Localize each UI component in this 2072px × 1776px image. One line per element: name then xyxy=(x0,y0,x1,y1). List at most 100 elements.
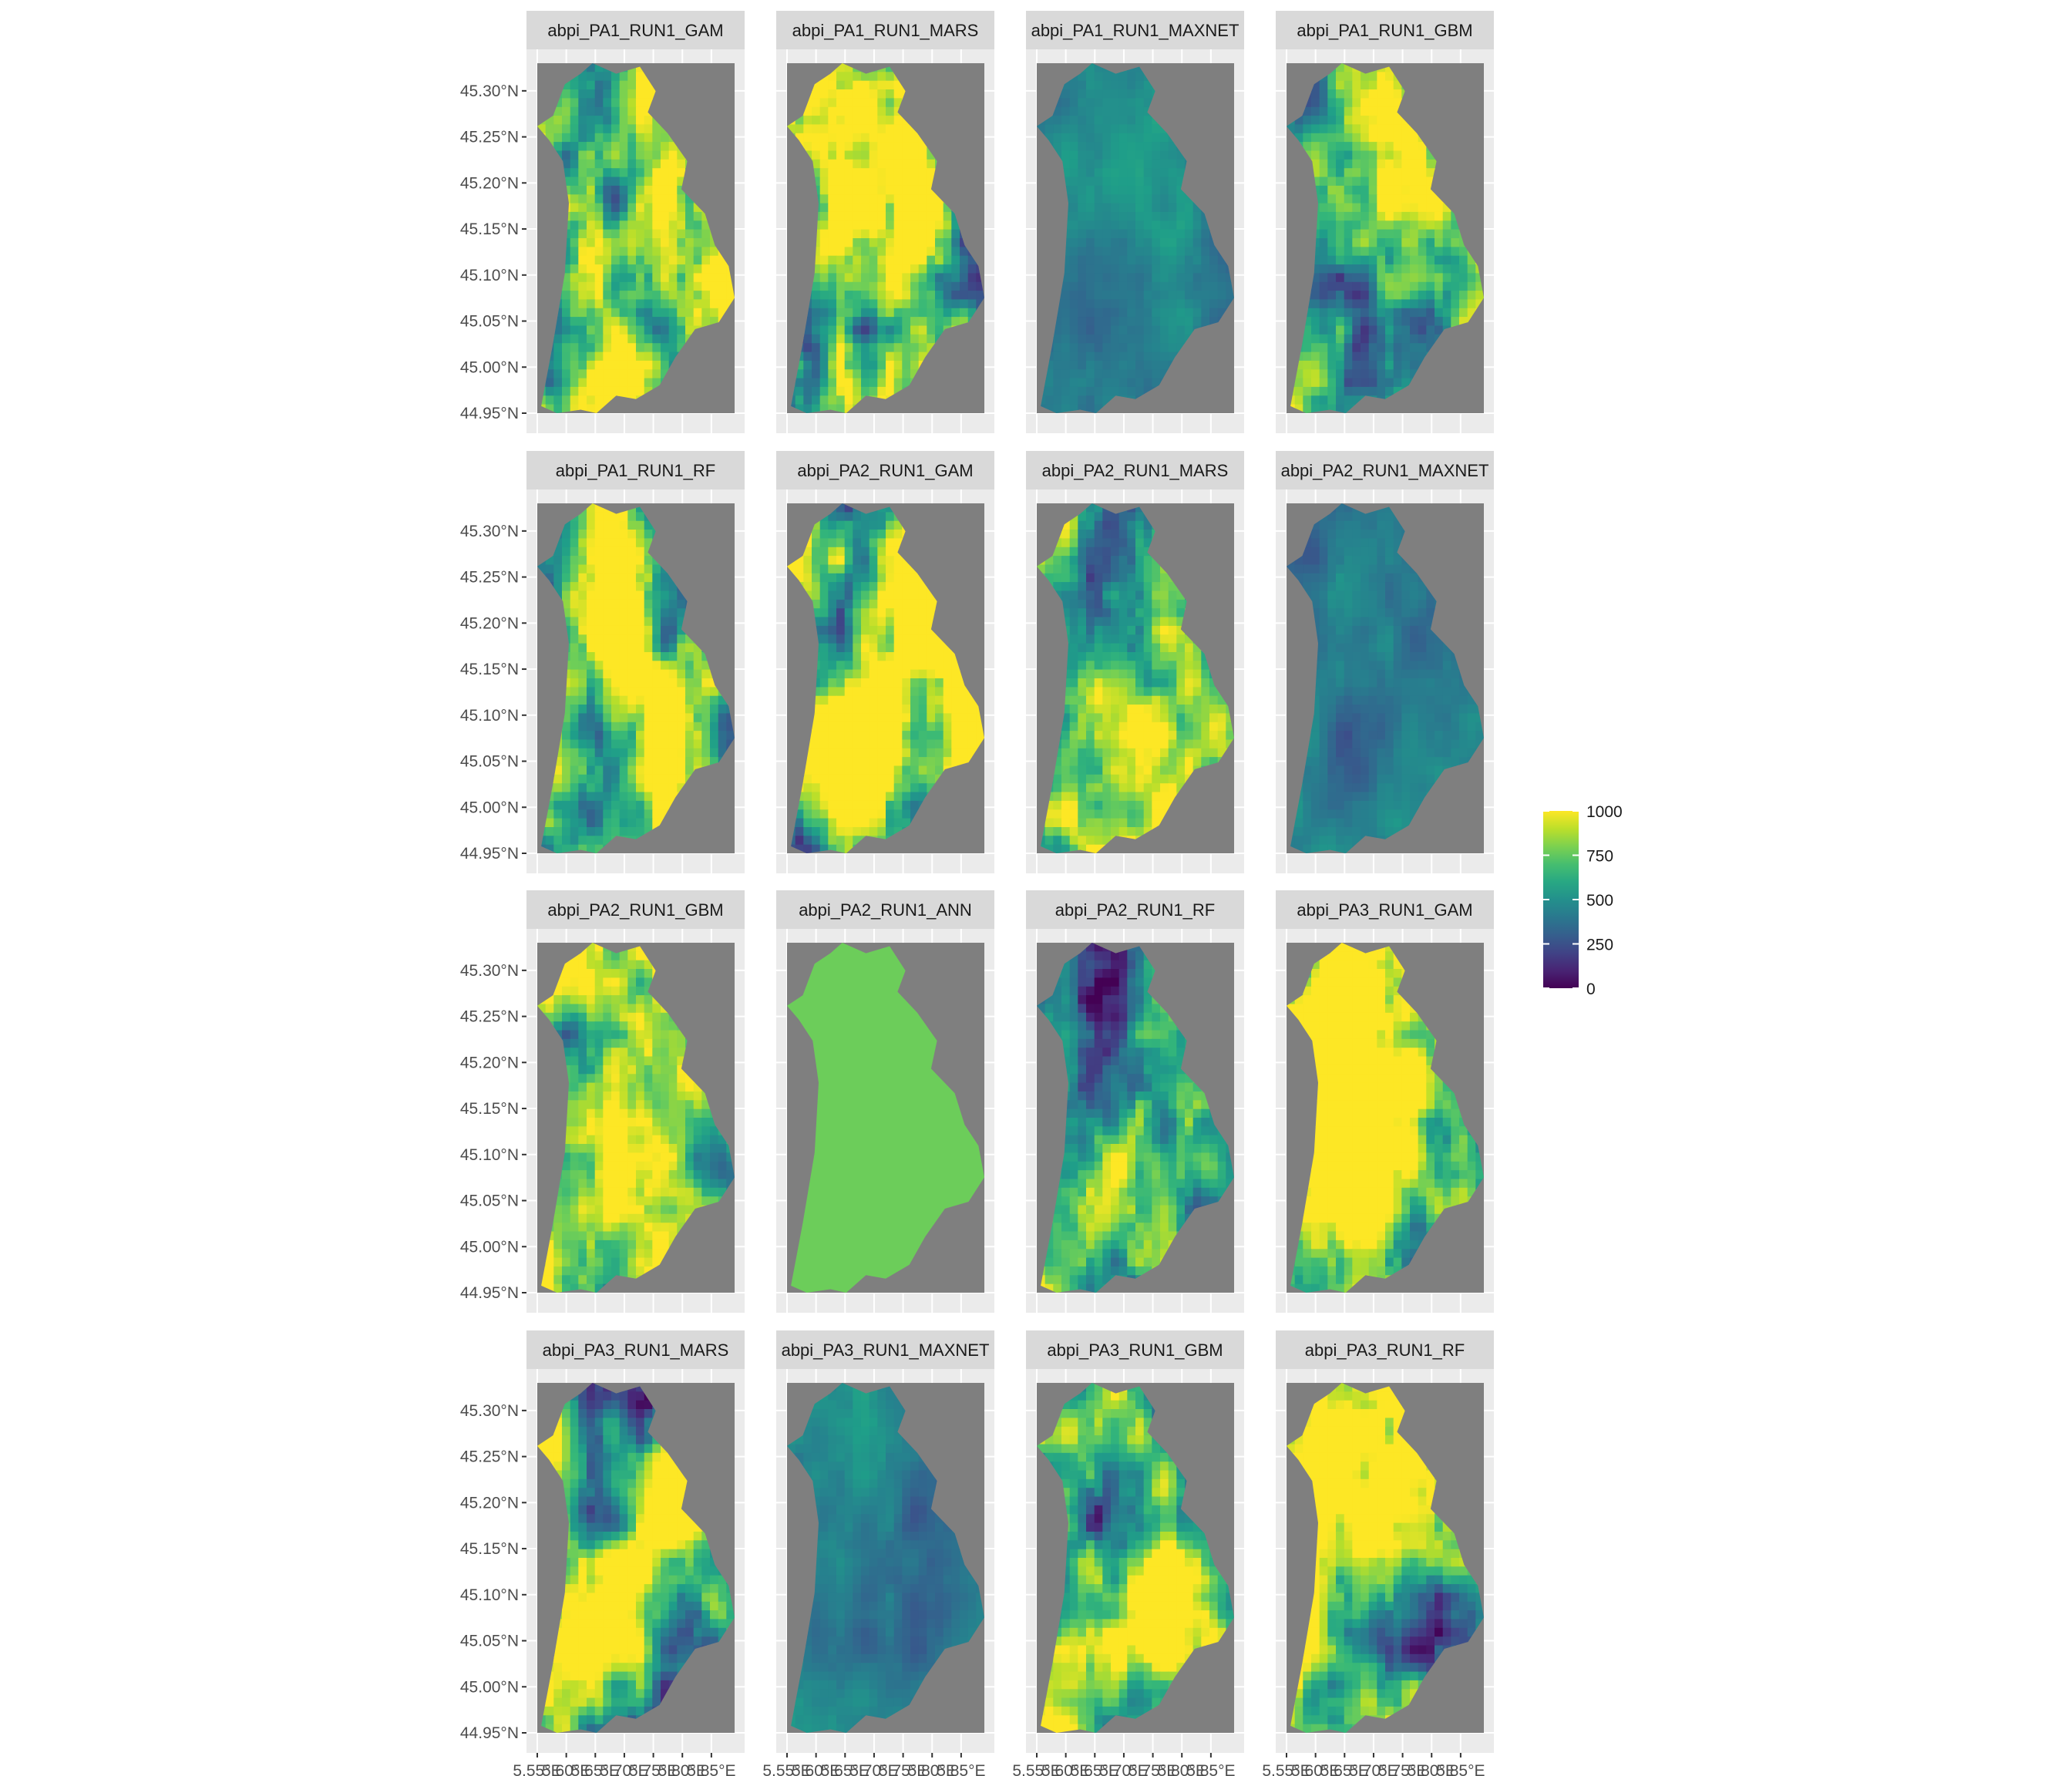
raster-cell xyxy=(1451,281,1460,291)
raster-cell xyxy=(578,281,587,291)
raster-cell xyxy=(668,739,678,749)
raster-cell xyxy=(877,194,886,204)
raster-cell xyxy=(1319,369,1328,379)
raster-cell xyxy=(1352,220,1361,230)
raster-cell xyxy=(1368,378,1377,388)
raster-cell xyxy=(1111,159,1120,169)
raster-cell xyxy=(1352,352,1361,362)
raster-cell xyxy=(1152,264,1161,274)
raster-cell xyxy=(1327,325,1337,335)
raster-cell xyxy=(1069,159,1078,169)
raster-cell xyxy=(644,573,653,583)
raster-cell xyxy=(1094,168,1103,178)
raster-cell xyxy=(902,247,911,257)
raster-cell xyxy=(636,229,645,239)
raster-cell xyxy=(902,317,911,326)
raster-cell xyxy=(869,203,878,213)
raster-cell xyxy=(910,255,920,265)
raster-cell xyxy=(1410,299,1419,309)
raster-cell xyxy=(927,264,936,274)
raster-cell xyxy=(1418,273,1427,283)
raster-cell xyxy=(1336,273,1345,283)
raster-cell xyxy=(578,352,587,362)
raster-cell xyxy=(562,564,571,574)
raster-cell xyxy=(570,792,579,802)
raster-cell xyxy=(1311,177,1320,187)
raster-cell xyxy=(1094,211,1103,221)
raster-cell xyxy=(627,247,637,257)
raster-cell xyxy=(636,124,645,134)
raster-cell xyxy=(877,386,886,396)
raster-cell xyxy=(1459,281,1468,291)
raster-cell xyxy=(861,308,870,318)
raster-cell xyxy=(636,512,645,522)
raster-cell xyxy=(1069,211,1078,221)
raster-cell xyxy=(1094,98,1103,108)
raster-cell xyxy=(587,809,596,819)
raster-cell xyxy=(668,722,678,732)
raster-cell xyxy=(1086,185,1095,195)
raster-cell xyxy=(578,669,587,679)
raster-cell xyxy=(836,308,846,318)
raster-cell xyxy=(886,220,895,230)
raster-cell xyxy=(1401,281,1411,291)
raster-cell xyxy=(619,520,628,530)
raster-cell xyxy=(877,512,886,522)
raster-cell xyxy=(844,220,853,230)
raster-cell xyxy=(636,573,645,583)
raster-cell xyxy=(611,739,621,749)
raster-cell xyxy=(570,827,579,836)
raster-cell xyxy=(1069,343,1078,353)
raster-cell xyxy=(710,757,719,766)
raster-cell xyxy=(587,116,596,125)
raster-cell xyxy=(1442,273,1451,283)
raster-cell xyxy=(1368,89,1377,99)
raster-cell xyxy=(893,124,903,134)
raster-cell xyxy=(611,264,621,274)
raster-cell xyxy=(594,317,604,326)
raster-cell xyxy=(1118,334,1128,344)
raster-cell xyxy=(611,652,621,661)
raster-cell xyxy=(578,72,587,82)
raster-cell xyxy=(611,783,621,793)
raster-cell xyxy=(661,273,670,283)
raster-cell xyxy=(1385,281,1394,291)
raster-cell xyxy=(1160,247,1169,257)
raster-cell xyxy=(1118,343,1128,353)
raster-cell xyxy=(1111,185,1120,195)
raster-cell xyxy=(693,705,702,714)
raster-cell xyxy=(594,334,604,344)
raster-cell xyxy=(1303,334,1312,344)
raster-cell xyxy=(1319,264,1328,274)
raster-cell xyxy=(853,255,862,265)
raster-cell xyxy=(1069,124,1078,134)
raster-cell xyxy=(935,220,944,230)
raster-cell xyxy=(1344,299,1353,309)
raster-cell xyxy=(1143,378,1152,388)
raster-cell xyxy=(701,705,711,714)
raster-cell xyxy=(570,177,579,187)
raster-cell xyxy=(619,590,628,600)
raster-cell xyxy=(927,220,936,230)
raster-cell xyxy=(1111,142,1120,151)
raster-cell xyxy=(652,687,661,697)
raster-cell xyxy=(1168,299,1177,309)
raster-cell xyxy=(1118,106,1128,116)
raster-cell xyxy=(1344,80,1353,90)
raster-cell xyxy=(1361,360,1370,370)
raster-cell xyxy=(1201,299,1210,309)
raster-cell xyxy=(685,661,695,671)
raster-cell xyxy=(1459,273,1468,283)
raster-cell xyxy=(1319,291,1328,300)
raster-cell xyxy=(1410,133,1419,143)
raster-cell xyxy=(603,818,612,828)
raster-cell xyxy=(636,599,645,609)
raster-cell xyxy=(611,203,621,213)
raster-cell xyxy=(1053,334,1062,344)
raster-cell xyxy=(636,590,645,600)
raster-cell xyxy=(1352,291,1361,300)
raster-cell xyxy=(636,783,645,793)
raster-cell xyxy=(619,142,628,151)
raster-cell xyxy=(1069,142,1078,151)
raster-cell xyxy=(685,229,695,239)
